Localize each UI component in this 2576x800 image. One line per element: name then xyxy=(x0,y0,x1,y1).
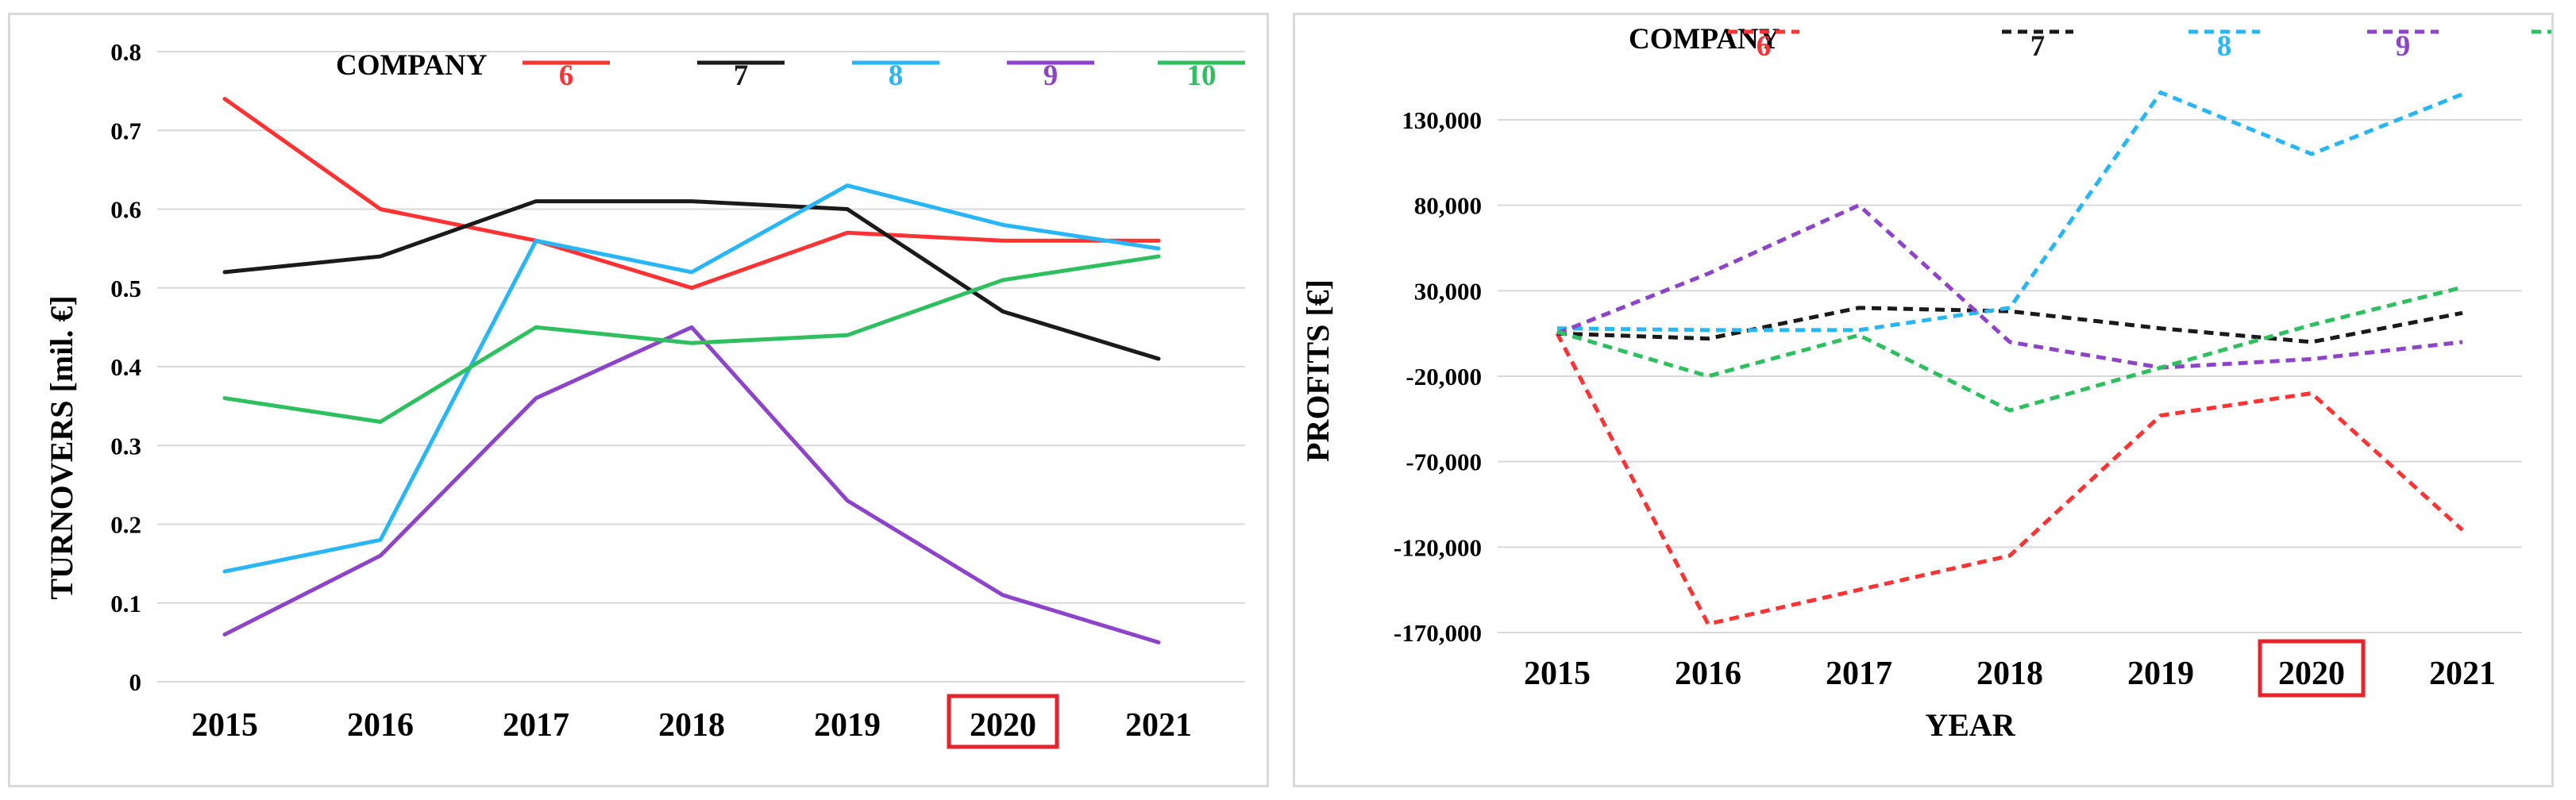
legend-label-6: 6 xyxy=(1757,30,1772,63)
y-tick-label: 80,000 xyxy=(1414,192,1482,220)
y-tick-label: -20,000 xyxy=(1406,363,1482,390)
x-tick-label: 2017 xyxy=(1826,656,1892,692)
y-tick-label: -70,000 xyxy=(1406,448,1482,476)
legend-label-9: 9 xyxy=(1043,60,1059,92)
y-tick-label: 0.4 xyxy=(110,353,141,381)
x-tick-label: 2016 xyxy=(1675,656,1741,692)
x-tick-label: 2015 xyxy=(1524,656,1591,692)
series-line-9 xyxy=(1556,203,2463,370)
legend-label-8: 8 xyxy=(2217,30,2232,63)
series-line-10 xyxy=(1556,285,2463,413)
x-tick-label: 2018 xyxy=(1976,656,2043,692)
y-tick-label: 0.1 xyxy=(110,590,141,617)
x-axis-title: YEAR xyxy=(1925,707,2015,743)
series-line-6 xyxy=(222,97,1161,290)
x-tick-label: 2018 xyxy=(658,707,725,744)
legend-label-6: 6 xyxy=(559,60,574,92)
y-tick-label: 0.8 xyxy=(110,38,141,66)
legend-title: COMPANY xyxy=(336,49,488,82)
y-tick-label: -170,000 xyxy=(1394,619,1482,647)
series-line-8 xyxy=(222,183,1161,574)
profits-line-chart: -170,000 -120,000 -70,000 -20,000 30,000 80,0… xyxy=(1300,23,2551,743)
x-tick-label: 2017 xyxy=(503,707,569,744)
legend-label-9: 9 xyxy=(2396,30,2411,63)
x-tick-label: 2021 xyxy=(2429,656,2496,692)
series-line-6 xyxy=(1555,333,2464,626)
legend-label-7: 7 xyxy=(734,60,749,92)
legend-label-7: 7 xyxy=(2030,30,2046,63)
y-tick-label: 0.6 xyxy=(110,196,141,224)
x-tick-label: 2021 xyxy=(1125,707,1192,744)
turnovers-chart-panel: 0 0.1 0.2 0.3 0.4 0.5 0.6 0.7 0.8 2015 2016 2017 20… xyxy=(8,13,1269,787)
y-tick-label: 0.5 xyxy=(110,275,141,302)
series-line-7 xyxy=(222,199,1161,361)
profits-chart-panel: -170,000 -120,000 -70,000 -20,000 30,000 80,0… xyxy=(1293,13,2554,787)
y-tick-label: 30,000 xyxy=(1414,277,1482,305)
x-tick-label: 2019 xyxy=(2127,656,2194,692)
x-tick-label: 2016 xyxy=(347,707,414,744)
legend-label-10: 10 xyxy=(1187,60,1217,92)
y-tick-label: -120,000 xyxy=(1394,533,1482,561)
x-tick-label: 2015 xyxy=(191,707,258,744)
series-line-9 xyxy=(222,325,1161,644)
series-line-7 xyxy=(1556,306,2463,344)
legend-title: COMPANY xyxy=(1629,23,1780,56)
highlight-box xyxy=(2258,639,2366,698)
y-axis-title: PROFITS [€] xyxy=(1300,279,1336,462)
series-line-10 xyxy=(222,254,1161,424)
y-tick-label: 0 xyxy=(129,668,142,696)
highlight-box xyxy=(947,694,1059,749)
x-tick-label: 2019 xyxy=(814,707,881,744)
y-axis-title: TURNOVERS [mil. €] xyxy=(44,295,79,599)
y-tick-label: 0.7 xyxy=(110,117,141,144)
legend-label-8: 8 xyxy=(889,60,904,92)
y-tick-label: 0.2 xyxy=(110,511,141,539)
series-line-8 xyxy=(1556,90,2463,333)
y-tick-label: 0.3 xyxy=(110,432,141,460)
turnovers-line-chart: 0 0.1 0.2 0.3 0.4 0.5 0.6 0.7 0.8 2015 2016 2017 20… xyxy=(44,38,1245,749)
x-tick-label: 2020 xyxy=(2278,656,2345,692)
x-tick-label: 2020 xyxy=(970,707,1036,744)
y-tick-label: 130,000 xyxy=(1402,106,1482,134)
